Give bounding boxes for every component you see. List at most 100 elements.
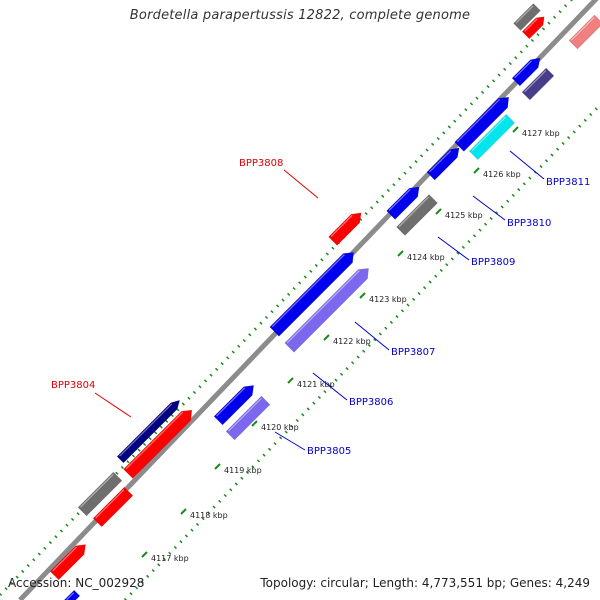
gene-label: BPP3807 bbox=[391, 347, 435, 358]
gene-arrow bbox=[468, 113, 516, 161]
scale-label: 4117 kbp bbox=[151, 554, 189, 563]
gene-feature bbox=[521, 16, 545, 40]
scale-label: 4119 kbp bbox=[224, 466, 262, 475]
scale-tick bbox=[323, 334, 330, 341]
gene-arrow bbox=[269, 252, 354, 337]
scale-tick bbox=[435, 208, 442, 215]
scale-tick bbox=[141, 551, 148, 558]
gene-label: BPP3804 bbox=[51, 380, 95, 391]
gene-highlight bbox=[66, 592, 75, 600]
gene-feature bbox=[426, 147, 460, 181]
gene-feature bbox=[396, 194, 438, 236]
gene-label: BPP3806 bbox=[349, 397, 393, 408]
gene-highlight bbox=[330, 214, 353, 237]
gene-arrow bbox=[511, 57, 541, 87]
gene-highlight bbox=[571, 17, 595, 41]
gene-label: BPP3809 bbox=[471, 257, 515, 268]
gene-label: BPP3805 bbox=[307, 446, 351, 457]
scale-label: 4120 kbp bbox=[261, 423, 299, 432]
inner-tick-dots bbox=[123, 103, 600, 600]
gene-arrow bbox=[116, 399, 181, 464]
inner-tick-track bbox=[123, 103, 600, 600]
gene-arrow bbox=[521, 16, 545, 40]
gene-feature bbox=[63, 589, 81, 600]
scale-label: 4125 kbp bbox=[445, 211, 483, 220]
gene-label: BPP3810 bbox=[507, 218, 551, 229]
gene-highlight bbox=[524, 70, 547, 93]
scale-label: 4121 kbp bbox=[297, 380, 335, 389]
leader-line bbox=[274, 431, 306, 451]
gene-arrow bbox=[92, 486, 134, 528]
gene-highlight bbox=[388, 188, 411, 211]
gene-arrow bbox=[386, 186, 420, 220]
gene-arrow bbox=[77, 471, 123, 517]
scale-label: 4124 kbp bbox=[407, 253, 445, 262]
scale-label: 4126 kbp bbox=[483, 170, 521, 179]
gene-arrow bbox=[521, 67, 555, 101]
gene-label: BPP3808 bbox=[239, 158, 283, 169]
gene-highlight bbox=[456, 98, 500, 143]
gene-feature bbox=[513, 3, 541, 31]
gene-arrow bbox=[568, 14, 600, 50]
scale-labels: 4117 kbp 4118 kbp 4119 kbp 4120 kbp 4121 kbp… bbox=[141, 126, 560, 563]
gene-features bbox=[49, 3, 600, 600]
gene-feature bbox=[511, 57, 541, 87]
leader-line bbox=[354, 321, 390, 351]
scale-label: 4127 kbp bbox=[522, 129, 560, 138]
gene-highlight bbox=[271, 254, 345, 328]
gene-highlight bbox=[80, 474, 114, 508]
gene-arrow bbox=[513, 3, 541, 31]
gene-feature bbox=[225, 395, 271, 441]
map-title: Bordetella parapertussis 12822, complete… bbox=[129, 8, 471, 23]
leader-line bbox=[472, 195, 506, 221]
gene-arrow bbox=[49, 544, 86, 581]
scale-tick bbox=[214, 463, 221, 470]
gene-highlight bbox=[471, 116, 507, 152]
gene-feature bbox=[568, 14, 600, 50]
gene-feature bbox=[116, 399, 181, 464]
gene-arrow bbox=[284, 268, 369, 353]
gene-label: BPP3811 bbox=[546, 177, 590, 188]
gene-highlight bbox=[125, 411, 184, 470]
gene-feature bbox=[454, 96, 510, 152]
gene-feature bbox=[521, 67, 555, 101]
scale-tick bbox=[359, 292, 366, 299]
gene-highlight bbox=[228, 398, 262, 432]
gene-highlight bbox=[524, 18, 538, 32]
gene-highlight bbox=[119, 403, 173, 457]
gene-highlight bbox=[514, 60, 532, 79]
gene-feature bbox=[269, 252, 354, 337]
gene-feature bbox=[284, 268, 369, 353]
gene-arrow bbox=[63, 589, 81, 600]
gene-arrow bbox=[396, 194, 438, 236]
gene-highlight bbox=[52, 546, 78, 572]
leader-line bbox=[437, 236, 470, 261]
accession-text: Accession: NC_002928 bbox=[8, 576, 145, 590]
leader-line bbox=[283, 169, 319, 199]
gene-arrow bbox=[213, 384, 255, 426]
gene-feature bbox=[92, 486, 134, 528]
gene-arrow bbox=[123, 409, 193, 479]
scale-tick bbox=[251, 420, 258, 427]
gene-arrow bbox=[454, 96, 510, 152]
gene-highlight bbox=[216, 387, 246, 417]
scale-label: 4118 kbp bbox=[190, 511, 228, 520]
scale-label: 4122 kbp bbox=[333, 337, 371, 346]
genome-summary: Topology: circular; Length: 4,773,551 bp… bbox=[260, 576, 590, 590]
gene-highlight bbox=[286, 270, 360, 344]
leader-line bbox=[509, 150, 545, 180]
leader-line bbox=[312, 372, 348, 401]
leader-line bbox=[94, 392, 132, 418]
scale-tick bbox=[473, 167, 480, 174]
gene-feature bbox=[123, 409, 193, 479]
gene-highlight bbox=[429, 150, 452, 173]
gene-arrow bbox=[328, 212, 362, 246]
gene-feature bbox=[77, 471, 123, 517]
gene-arrow bbox=[426, 147, 460, 181]
gene-feature bbox=[468, 113, 516, 161]
scale-tick bbox=[397, 250, 404, 257]
gene-feature bbox=[386, 186, 420, 220]
scale-label: 4123 kbp bbox=[369, 295, 407, 304]
scale-tick bbox=[512, 126, 519, 133]
